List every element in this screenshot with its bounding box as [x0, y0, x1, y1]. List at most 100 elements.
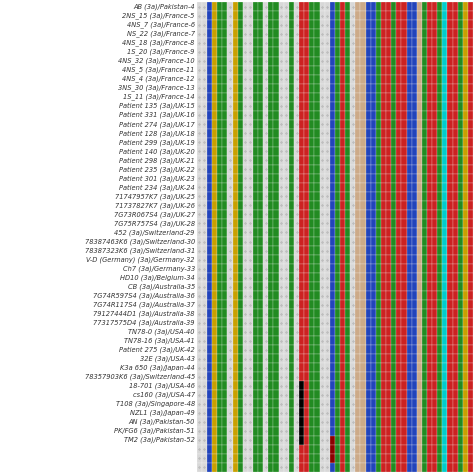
FancyBboxPatch shape — [335, 56, 340, 65]
FancyBboxPatch shape — [340, 237, 345, 246]
FancyBboxPatch shape — [340, 83, 345, 92]
FancyBboxPatch shape — [335, 345, 340, 355]
FancyBboxPatch shape — [356, 147, 360, 156]
FancyBboxPatch shape — [237, 110, 243, 120]
FancyBboxPatch shape — [417, 391, 422, 400]
FancyBboxPatch shape — [442, 74, 447, 83]
FancyBboxPatch shape — [411, 147, 417, 156]
FancyBboxPatch shape — [422, 38, 427, 47]
FancyBboxPatch shape — [330, 156, 335, 165]
FancyBboxPatch shape — [284, 192, 289, 201]
FancyBboxPatch shape — [407, 445, 411, 454]
FancyBboxPatch shape — [422, 309, 427, 318]
FancyBboxPatch shape — [391, 336, 396, 345]
FancyBboxPatch shape — [463, 454, 468, 463]
FancyBboxPatch shape — [263, 246, 268, 255]
FancyBboxPatch shape — [243, 282, 248, 291]
FancyBboxPatch shape — [330, 101, 335, 110]
FancyBboxPatch shape — [237, 264, 243, 273]
FancyBboxPatch shape — [365, 201, 371, 210]
FancyBboxPatch shape — [422, 101, 427, 110]
FancyBboxPatch shape — [458, 129, 463, 138]
FancyBboxPatch shape — [310, 373, 314, 382]
FancyBboxPatch shape — [345, 138, 350, 147]
FancyBboxPatch shape — [294, 11, 299, 20]
FancyBboxPatch shape — [310, 409, 314, 418]
FancyBboxPatch shape — [335, 138, 340, 147]
FancyBboxPatch shape — [396, 400, 401, 409]
FancyBboxPatch shape — [243, 74, 248, 83]
FancyBboxPatch shape — [202, 74, 207, 83]
FancyBboxPatch shape — [237, 237, 243, 246]
FancyBboxPatch shape — [263, 391, 268, 400]
FancyBboxPatch shape — [427, 300, 432, 309]
FancyBboxPatch shape — [279, 427, 284, 436]
FancyBboxPatch shape — [422, 129, 427, 138]
FancyBboxPatch shape — [371, 92, 376, 101]
FancyBboxPatch shape — [427, 400, 432, 409]
FancyBboxPatch shape — [396, 201, 401, 210]
FancyBboxPatch shape — [289, 92, 294, 101]
FancyBboxPatch shape — [365, 174, 371, 183]
FancyBboxPatch shape — [325, 291, 330, 300]
FancyBboxPatch shape — [427, 391, 432, 400]
FancyBboxPatch shape — [371, 165, 376, 174]
FancyBboxPatch shape — [391, 83, 396, 92]
FancyBboxPatch shape — [340, 445, 345, 454]
FancyBboxPatch shape — [207, 436, 212, 445]
FancyBboxPatch shape — [248, 74, 253, 83]
FancyBboxPatch shape — [356, 65, 360, 74]
FancyBboxPatch shape — [273, 391, 279, 400]
FancyBboxPatch shape — [437, 237, 442, 246]
FancyBboxPatch shape — [207, 418, 212, 427]
FancyBboxPatch shape — [310, 2, 314, 11]
FancyBboxPatch shape — [386, 246, 391, 255]
FancyBboxPatch shape — [222, 409, 228, 418]
FancyBboxPatch shape — [407, 201, 411, 210]
FancyBboxPatch shape — [417, 400, 422, 409]
FancyBboxPatch shape — [233, 445, 237, 454]
FancyBboxPatch shape — [217, 47, 222, 56]
FancyBboxPatch shape — [314, 436, 319, 445]
FancyBboxPatch shape — [310, 418, 314, 427]
FancyBboxPatch shape — [396, 382, 401, 391]
FancyBboxPatch shape — [407, 318, 411, 327]
FancyBboxPatch shape — [228, 463, 233, 472]
FancyBboxPatch shape — [304, 327, 310, 336]
FancyBboxPatch shape — [468, 138, 473, 147]
FancyBboxPatch shape — [381, 264, 386, 273]
FancyBboxPatch shape — [197, 336, 202, 345]
FancyBboxPatch shape — [350, 65, 356, 74]
FancyBboxPatch shape — [453, 219, 458, 228]
FancyBboxPatch shape — [310, 20, 314, 29]
FancyBboxPatch shape — [360, 246, 365, 255]
FancyBboxPatch shape — [396, 273, 401, 282]
FancyBboxPatch shape — [417, 174, 422, 183]
FancyBboxPatch shape — [212, 219, 217, 228]
FancyBboxPatch shape — [243, 382, 248, 391]
FancyBboxPatch shape — [314, 237, 319, 246]
FancyBboxPatch shape — [330, 29, 335, 38]
FancyBboxPatch shape — [330, 391, 335, 400]
FancyBboxPatch shape — [391, 38, 396, 47]
FancyBboxPatch shape — [386, 2, 391, 11]
FancyBboxPatch shape — [268, 400, 273, 409]
FancyBboxPatch shape — [437, 56, 442, 65]
FancyBboxPatch shape — [217, 120, 222, 129]
FancyBboxPatch shape — [253, 318, 258, 327]
FancyBboxPatch shape — [207, 29, 212, 38]
FancyBboxPatch shape — [263, 427, 268, 436]
FancyBboxPatch shape — [345, 11, 350, 20]
FancyBboxPatch shape — [222, 138, 228, 147]
FancyBboxPatch shape — [284, 454, 289, 463]
FancyBboxPatch shape — [325, 300, 330, 309]
FancyBboxPatch shape — [376, 291, 381, 300]
FancyBboxPatch shape — [417, 147, 422, 156]
FancyBboxPatch shape — [463, 309, 468, 318]
FancyBboxPatch shape — [268, 147, 273, 156]
FancyBboxPatch shape — [304, 29, 310, 38]
FancyBboxPatch shape — [417, 264, 422, 273]
FancyBboxPatch shape — [422, 83, 427, 92]
FancyBboxPatch shape — [289, 400, 294, 409]
FancyBboxPatch shape — [401, 373, 407, 382]
